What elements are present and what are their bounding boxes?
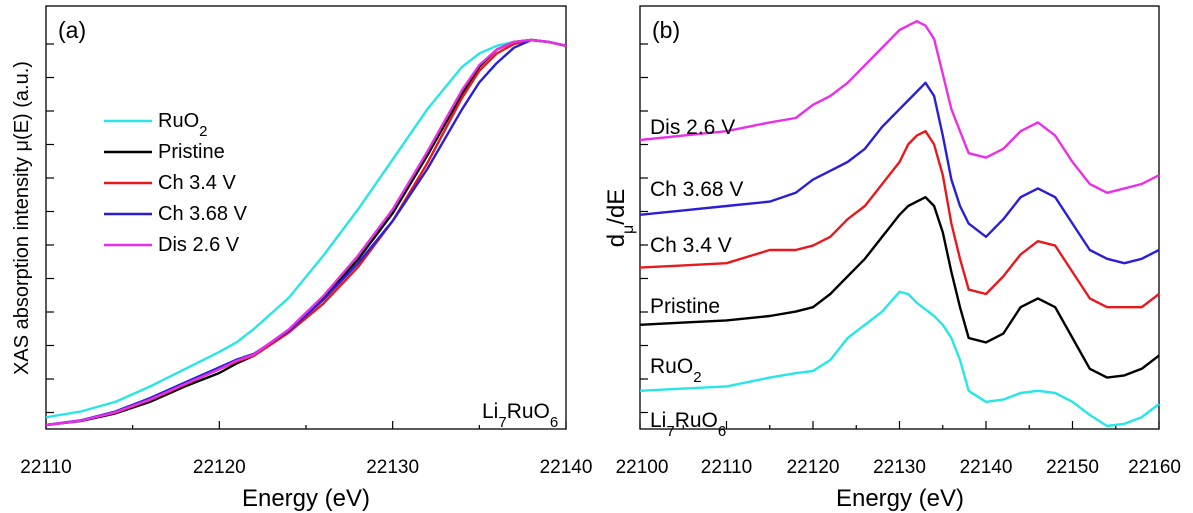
panel-a-line-pristine (45, 38, 567, 427)
legend-label-ruo2: RuO2 (158, 110, 207, 140)
panel-b-label-ch-3-68-v: Ch 3.68 V (650, 178, 743, 201)
panel-a-y-ticks (46, 43, 54, 414)
panel-b-x-ticks: 22100 22110 22120 22130 22140 22150 22160 (616, 421, 1181, 478)
panel-b-x-tick-label: 22120 (787, 457, 840, 478)
panel-b: (b) 22100 22110 22120 22130 22140 22150 22160 … (603, 5, 1181, 512)
panel-a-x-tick-label: 22110 (20, 457, 71, 478)
panel-a-y-axis-title: XAS absorption intensity μ(E) (a.u.) (11, 61, 33, 375)
panel-a-sample-label: Li7RuO6 (482, 400, 558, 431)
panel-b-label-ruo2: RuO2 (650, 355, 702, 386)
panel-b-x-tick-label: 22130 (873, 457, 926, 478)
panel-b-frame (639, 5, 1160, 430)
panel-b-series (639, 20, 1160, 428)
legend-label-pristine: Pristine (158, 141, 225, 163)
panel-a-frame (45, 5, 567, 430)
panel-b-tag: (b) (652, 17, 680, 43)
panel-b-label-li7ruo6: Li7RuO6 (650, 409, 726, 440)
panel-b-label-pristine: Pristine (650, 295, 720, 318)
panel-b-y-axis-title: dμ/dE (603, 189, 637, 248)
panel-b-x-axis-title: Energy (eV) (836, 485, 964, 512)
legend-label-dis-2-6-v: Dis 2.6 V (158, 234, 240, 256)
panel-b-series-labels: Dis 2.6 V Ch 3.68 V Ch 3.4 V Pristine RuO2 Li… (650, 116, 743, 440)
panel-b-line-ch-3-68-v (639, 20, 1160, 194)
panel-b-line-ruo2 (639, 196, 1160, 379)
panel-b-y-ticks (640, 43, 648, 414)
panel-a-x-tick-label: 22120 (193, 457, 246, 478)
panel-a-line-ch-3-4-v (45, 38, 567, 427)
panel-b-x-tick-label: 22100 (616, 457, 669, 478)
panel-b-label-ch-3-4-v: Ch 3.4 V (650, 234, 732, 257)
panel-a-line-ch-3-68-v (45, 38, 567, 427)
panel-a-x-tick-label: 22140 (540, 457, 593, 478)
legend-label-ch-3-4-v: Ch 3.4 V (158, 172, 236, 194)
panel-b-x-tick-label: 22110 (701, 457, 752, 478)
panel-b-line-ch-3-4-v (639, 81, 1160, 265)
panel-b-label-dis-2-6-v: Dis 2.6 V (650, 116, 735, 139)
panel-b-x-tick-label: 22150 (1046, 457, 1099, 478)
panel-a-series (45, 38, 567, 427)
legend-label-ch-3-68-v: Ch 3.68 V (158, 203, 248, 225)
panel-b-line-li7ruo6 (639, 290, 1160, 428)
panel-a-x-axis-title: Energy (eV) (242, 485, 370, 512)
panel-b-x-tick-label: 22140 (960, 457, 1013, 478)
panel-a-tag: (a) (58, 17, 86, 43)
panel-b-line-pristine (639, 130, 1160, 309)
panel-a-x-tick-label: 22130 (366, 457, 419, 478)
panel-b-x-tick-label: 22160 (1128, 457, 1181, 478)
panel-a-line-dis-2-6-v (45, 38, 567, 427)
panel-a-line-ruo2 (45, 38, 567, 419)
